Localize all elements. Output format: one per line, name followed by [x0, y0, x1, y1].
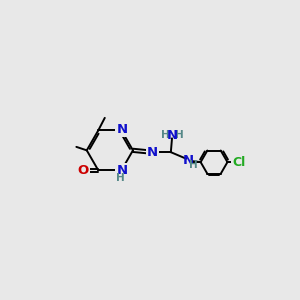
Text: N: N — [167, 129, 178, 142]
Text: Cl: Cl — [232, 156, 245, 169]
Text: N: N — [116, 123, 128, 136]
Text: N: N — [147, 146, 158, 159]
Text: N: N — [182, 154, 194, 167]
Text: H: H — [161, 130, 170, 140]
Text: H: H — [175, 130, 184, 140]
Text: H: H — [189, 160, 198, 170]
Text: O: O — [77, 164, 88, 177]
Text: H: H — [116, 173, 124, 183]
Text: N: N — [116, 164, 128, 177]
